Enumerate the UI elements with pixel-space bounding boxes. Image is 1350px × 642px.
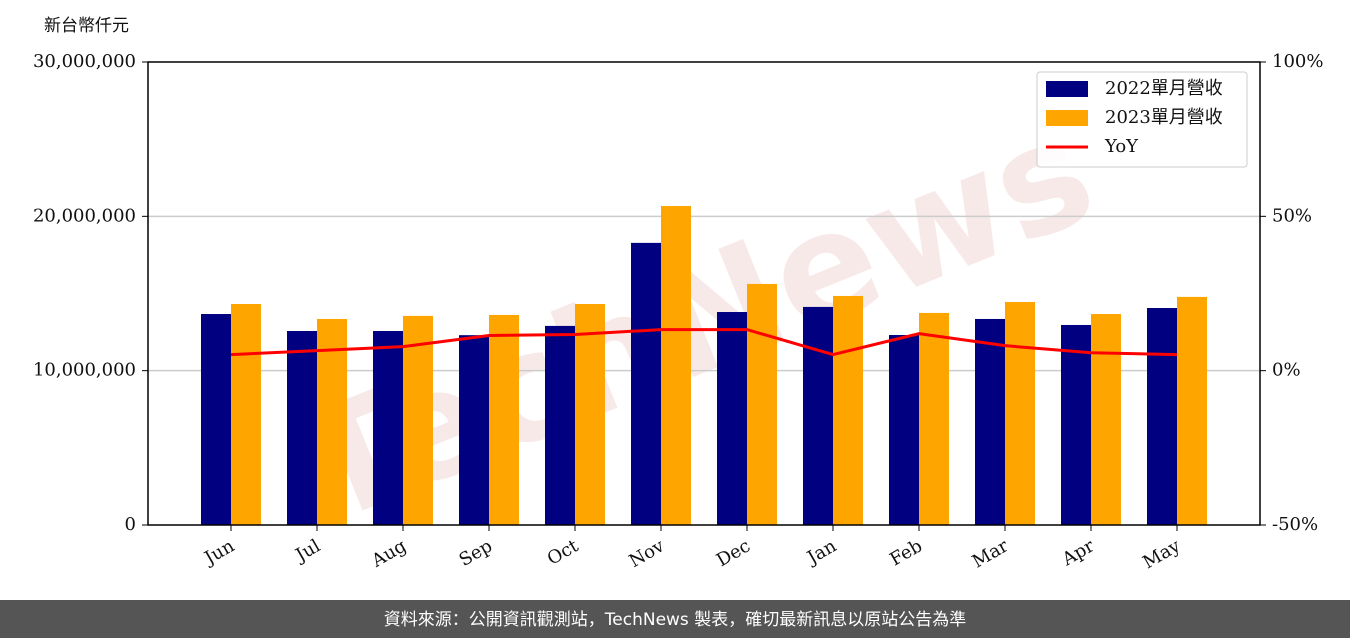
bar bbox=[833, 295, 863, 525]
bar bbox=[403, 315, 433, 525]
y2-tick-label: 100% bbox=[1272, 51, 1323, 72]
legend-label: 2023單月營收 bbox=[1105, 107, 1223, 128]
bar bbox=[1177, 296, 1207, 525]
y-axis-label: 新台幣仟元 bbox=[44, 16, 129, 36]
legend-label: 2022單月營收 bbox=[1105, 78, 1223, 99]
bar bbox=[545, 325, 575, 525]
bar bbox=[317, 318, 347, 525]
x-tick-label: Jul bbox=[290, 535, 324, 567]
legend-box bbox=[1036, 71, 1248, 168]
bar bbox=[1147, 308, 1177, 525]
legend-swatch bbox=[1046, 110, 1088, 126]
bar bbox=[717, 312, 747, 525]
bar bbox=[459, 335, 489, 525]
y2-tick-label: -50% bbox=[1272, 514, 1318, 535]
bar bbox=[287, 331, 317, 525]
x-tick-label: Dec bbox=[713, 535, 754, 571]
y-tick-label: 30,000,000 bbox=[33, 51, 136, 72]
bar bbox=[661, 205, 691, 526]
bar bbox=[489, 314, 519, 525]
y2-tick-label: 0% bbox=[1272, 360, 1301, 381]
x-tick-label: Jun bbox=[199, 535, 238, 570]
y-tick-label: 20,000,000 bbox=[33, 205, 136, 226]
bar bbox=[919, 312, 949, 525]
x-tick-label: Mar bbox=[969, 535, 1013, 572]
plot-frame bbox=[147, 61, 1261, 526]
bar bbox=[747, 283, 777, 525]
x-tick-label: Oct bbox=[544, 535, 583, 570]
y-tick-label: 10,000,000 bbox=[33, 360, 136, 381]
x-tick-label: Apr bbox=[1058, 535, 1098, 570]
bar bbox=[231, 303, 261, 525]
x-tick-label: Nov bbox=[626, 535, 669, 572]
bar bbox=[575, 303, 605, 525]
footer-bar bbox=[0, 600, 1350, 638]
y-tick-label: 0 bbox=[125, 514, 136, 535]
bar bbox=[975, 318, 1005, 525]
bar bbox=[1061, 324, 1091, 525]
bar bbox=[373, 331, 403, 525]
x-tick-label: Jan bbox=[802, 535, 840, 569]
bar bbox=[1005, 301, 1035, 525]
bar bbox=[889, 335, 919, 525]
bar bbox=[201, 314, 231, 525]
bar bbox=[803, 306, 833, 525]
x-tick-label: Sep bbox=[456, 535, 496, 570]
bar bbox=[1091, 314, 1121, 525]
x-tick-label: May bbox=[1139, 535, 1184, 573]
bar bbox=[631, 242, 661, 525]
legend-swatch bbox=[1046, 81, 1088, 97]
footer: 資料來源：公開資訊觀測站，TechNews 製表，確切最新訊息以原站公告為準 bbox=[384, 610, 966, 630]
line bbox=[230, 328, 1178, 357]
legend-label: YoY bbox=[1104, 136, 1139, 157]
x-tick-label: Feb bbox=[886, 535, 926, 570]
y2-tick-label: 50% bbox=[1272, 205, 1312, 226]
